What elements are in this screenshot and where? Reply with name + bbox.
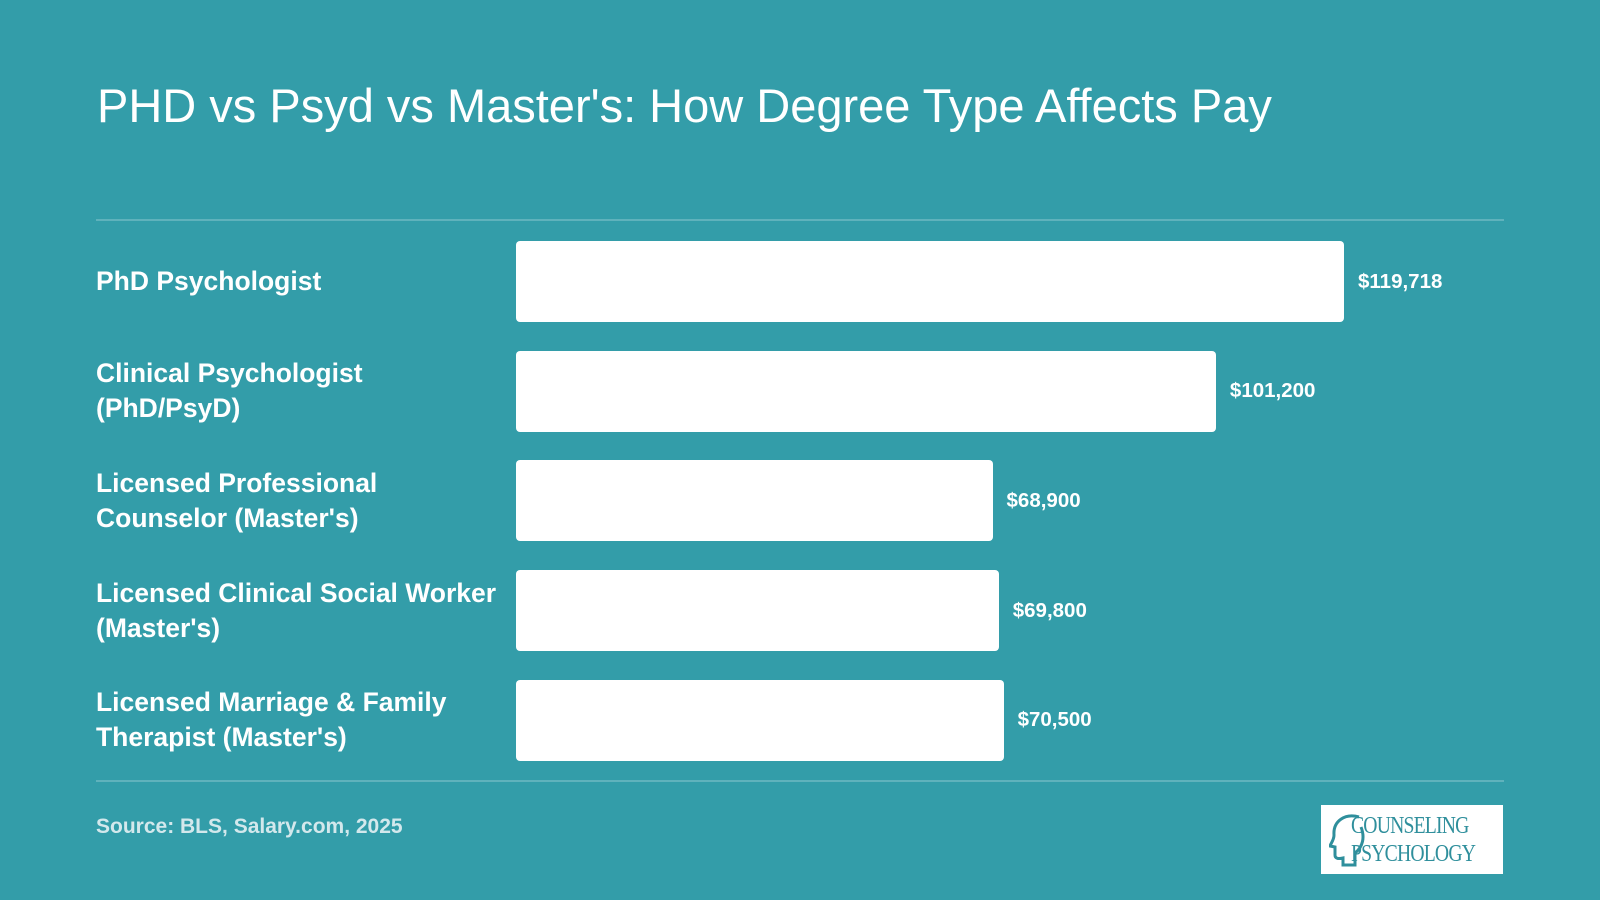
category-label: Licensed Clinical Social Worker (Master'… — [96, 577, 497, 643]
bar — [516, 460, 993, 542]
divider — [96, 219, 1504, 221]
category-label: Licensed Professional Counselor (Master'… — [96, 467, 378, 533]
logo-text: PSYCHOLOGY — [1351, 841, 1476, 867]
value-label: $101,200 — [1229, 379, 1316, 403]
value-label: $70,500 — [1017, 708, 1092, 732]
bar — [516, 241, 1344, 322]
bar — [516, 350, 1216, 432]
source: Source: BLS, Salary.com, 2025 — [96, 815, 403, 838]
bar — [516, 679, 1004, 761]
value-label: $69,800 — [1012, 598, 1087, 622]
bar — [516, 570, 999, 652]
divider — [96, 780, 1504, 782]
value-label: $68,900 — [1006, 488, 1081, 512]
value-label: $119,718 — [1358, 269, 1443, 293]
chart-title: PHD vs Psyd vs Master's: How Degree Type… — [97, 79, 1272, 132]
category-label: Clinical Psychologist (PhD/PsyD) — [96, 358, 363, 424]
category-label: PhD Psychologist — [96, 266, 322, 296]
logo: COUNSELING PSYCHOLOGY — [1321, 805, 1503, 874]
category-label: Licensed Marriage & Family Therapist (Ma… — [96, 687, 447, 753]
logo-icon — [1329, 814, 1365, 867]
logo-text: COUNSELING — [1351, 813, 1469, 839]
